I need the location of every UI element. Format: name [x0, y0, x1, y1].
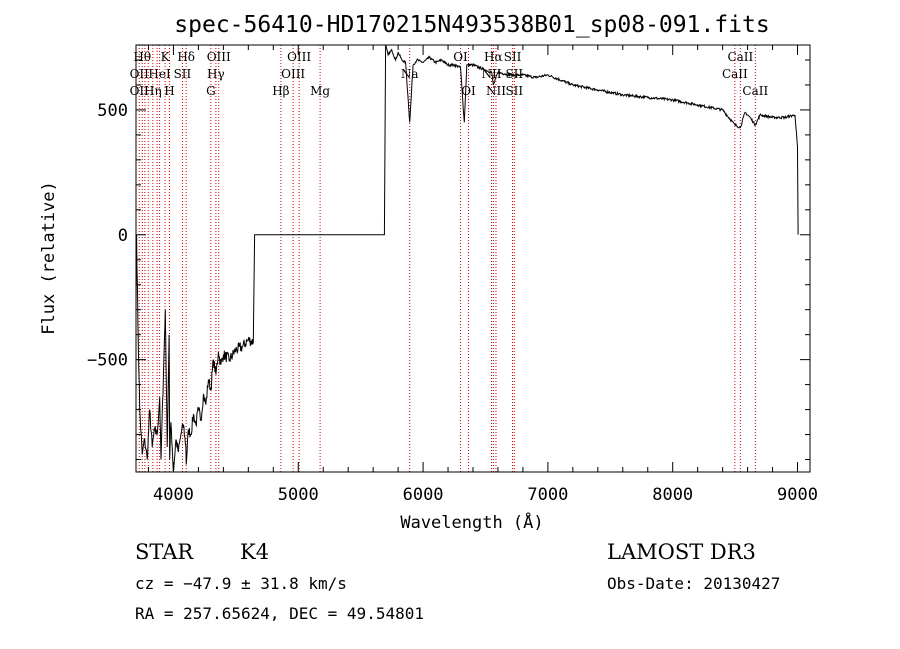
object-class: STAR: [135, 540, 194, 564]
line-label-4: OIII: [287, 50, 311, 64]
obs-date: Obs-Date: 20130427: [607, 574, 780, 593]
line-label-16: SII: [505, 67, 523, 81]
line-label-13: OIII: [281, 67, 305, 81]
survey-name: LAMOST DR3: [607, 540, 756, 564]
line-label-8: CaII: [727, 50, 753, 64]
line-label-3: OIII: [207, 50, 231, 64]
line-label-12: Hγ: [207, 67, 225, 81]
line-label-6: Hα: [484, 50, 503, 64]
line-label-20: H: [164, 84, 174, 98]
x-tick-label-4: 8000: [652, 485, 693, 505]
x-tick-label-2: 6000: [403, 485, 444, 505]
x-tick-label-3: 7000: [527, 485, 568, 505]
redshift-value: cz = −47.9 ± 31.8 km/s: [135, 574, 347, 593]
plot-frame: [135, 44, 811, 473]
line-label-17: CaII: [722, 67, 748, 81]
line-label-19: Hη: [144, 84, 162, 98]
axis-ticks: 4000 5000 6000 7000 8000 9000 −500 0 500: [87, 45, 818, 505]
x-tick-label-5: 9000: [777, 485, 818, 505]
line-label-22: Hβ: [272, 84, 289, 98]
y-tick-label-1: 0: [118, 226, 128, 246]
line-label-10: HeI: [148, 67, 171, 81]
x-tick-label-0: 4000: [153, 485, 194, 505]
line-label-0: Hθ: [133, 50, 151, 64]
line-label-1: K: [161, 50, 171, 64]
coordinates: RA = 257.65624, DEC = 49.54801: [135, 604, 424, 623]
chart-title: spec-56410-HD170215N493538B01_sp08-091.f…: [174, 12, 769, 38]
y-tick-label-0: −500: [87, 351, 128, 371]
line-label-7: SII: [504, 50, 522, 64]
line-label-26: SII: [505, 84, 523, 98]
line-label-5: OI: [453, 50, 468, 64]
spectral-lines: [138, 45, 756, 472]
line-label-18: OII: [130, 84, 150, 98]
y-axis-label: Flux (relative): [39, 181, 59, 335]
y-tick-label-2: 500: [97, 101, 128, 121]
line-label-11: SII: [174, 67, 192, 81]
line-label-25: NII: [486, 84, 506, 98]
line-label-24: OI: [461, 84, 476, 98]
line-label-27: CaII: [742, 84, 768, 98]
x-axis-label: Wavelength (Å): [400, 511, 543, 533]
spectrum-trace: [135, 44, 799, 473]
line-label-2: Hδ: [177, 50, 195, 64]
line-label-9: OII: [130, 67, 150, 81]
line-label-21: G: [206, 84, 216, 98]
spectrum-trace-group: [135, 44, 799, 473]
line-label-15: NII: [481, 67, 501, 81]
x-tick-label-1: 5000: [278, 485, 319, 505]
object-subclass: K4: [240, 540, 269, 564]
line-label-23: Mg: [310, 84, 330, 98]
line-label-14: Na: [401, 67, 419, 81]
